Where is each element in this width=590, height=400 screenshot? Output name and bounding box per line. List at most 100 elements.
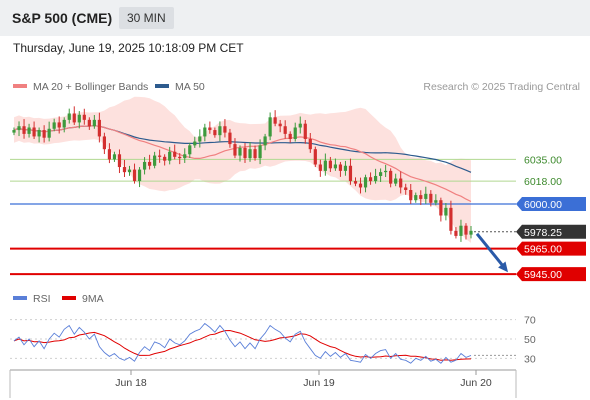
candle-body [379, 172, 383, 176]
time-axis: Jun 18 Jun 19 Jun 20 [9, 369, 517, 398]
candle [203, 123, 207, 142]
rsi-legend-swatch [13, 296, 27, 300]
candle-body [193, 141, 197, 146]
candle-body [368, 177, 373, 182]
chart-datetime: Thursday, June 19, 2025 10:18:09 PM CET [13, 41, 244, 55]
timeframe-button[interactable]: 30 MIN [119, 7, 174, 29]
candle-body [203, 127, 207, 137]
candle [213, 127, 217, 138]
rsi-pane: 70 50 30 [10, 315, 536, 365]
candle [308, 132, 312, 153]
candle [318, 159, 322, 177]
level-labels: 6035.00 6018.00 6000.00 5978.25 5965.00 5945.… [516, 154, 586, 282]
candle [233, 138, 237, 159]
candle-body [238, 147, 242, 156]
candle [178, 153, 182, 165]
candle-body [147, 161, 152, 166]
candle-body [424, 193, 428, 199]
candle-body [248, 149, 252, 159]
candle [188, 142, 192, 158]
candle-body [469, 230, 473, 235]
candle-body [338, 164, 343, 171]
time-tick-label: Jun 18 [115, 377, 147, 389]
candle-body [343, 165, 348, 171]
candle [218, 121, 222, 142]
candle-body [47, 128, 51, 138]
candle-body [333, 164, 338, 169]
candle-body [127, 169, 132, 173]
level-tag-5978.25 [516, 224, 586, 239]
level-label-6035.00: 6035.00 [524, 154, 562, 166]
candle-body [363, 177, 368, 188]
candle-body [288, 133, 292, 139]
candle-body [409, 190, 413, 201]
candle-body [273, 117, 277, 124]
candle-body [318, 164, 322, 171]
price-legend: MA 20 + Bollinger Bands MA 50 Research ©… [13, 81, 580, 93]
candle-body [12, 130, 16, 133]
candle [173, 144, 177, 160]
candle-body [348, 165, 353, 182]
candle [32, 121, 36, 139]
candle [17, 121, 21, 137]
ma50-legend-swatch [155, 84, 169, 88]
candle [57, 116, 61, 134]
candle-body [419, 195, 423, 199]
candle-body [278, 123, 282, 127]
candle [12, 127, 16, 136]
candle-body [102, 136, 106, 150]
candle [183, 148, 187, 163]
candle-body [32, 127, 36, 137]
candle-body [92, 119, 96, 127]
candle [268, 112, 272, 141]
candle [92, 115, 96, 129]
candle [338, 161, 343, 177]
candle-body [218, 126, 222, 136]
candle [273, 110, 277, 127]
candle-body [464, 225, 468, 235]
candle-body [122, 167, 127, 173]
candle-body [293, 127, 297, 139]
candle [449, 200, 453, 235]
candle-body [298, 123, 302, 128]
candle [288, 131, 292, 143]
level-label-5978.25: 5978.25 [524, 227, 562, 239]
candle [419, 190, 423, 205]
candle [263, 133, 267, 151]
candle [223, 119, 227, 138]
candle [147, 154, 152, 170]
candle-body [62, 119, 66, 128]
candle [293, 122, 297, 142]
candle-body [404, 187, 408, 190]
candle-body [384, 170, 388, 173]
candle-body [22, 126, 26, 134]
candle [258, 139, 262, 165]
candle [248, 142, 252, 162]
candle-body [358, 183, 363, 188]
level-label-5945.00: 5945.00 [524, 269, 562, 281]
candle [323, 153, 327, 176]
candle [137, 167, 142, 188]
candle [389, 168, 393, 188]
candle-body [283, 126, 287, 134]
candle [238, 145, 242, 162]
candle [127, 165, 132, 176]
candle-body [459, 225, 463, 236]
candle [253, 145, 257, 161]
candle-body [142, 161, 147, 170]
candle-body [233, 144, 237, 156]
candle [303, 119, 307, 144]
candle [348, 158, 353, 185]
candle-body [208, 127, 212, 131]
candle [328, 156, 332, 173]
candle [454, 227, 458, 239]
candle [464, 223, 468, 240]
candle [439, 197, 443, 222]
candle-body [77, 114, 81, 123]
candle-body [17, 126, 21, 131]
candle [168, 146, 172, 165]
ma20-legend-label: MA 20 + Bollinger Bands [33, 81, 148, 93]
candle-body [42, 130, 46, 138]
candle [444, 203, 448, 221]
